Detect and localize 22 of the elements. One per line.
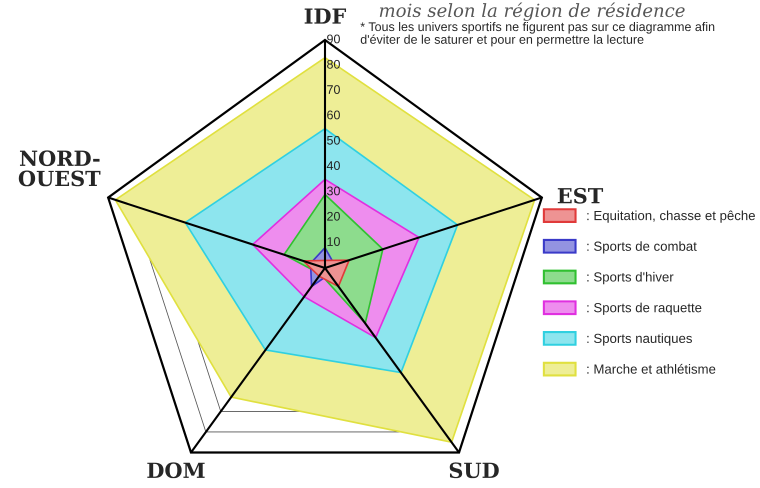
legend-label: : Sports de raquette bbox=[587, 302, 702, 315]
legend-label: : Sports nautiques bbox=[587, 333, 692, 346]
y-tick-label: 70 bbox=[327, 85, 340, 94]
y-tick-label: 40 bbox=[326, 161, 340, 170]
spoke-label: IDF bbox=[304, 8, 346, 24]
text: * Tous les univers sportifs ne figurent pas sur ce diagramme afin d'éviter de le saturer et pour en permettre la lecture bbox=[360, 22, 714, 46]
chart-title: mois selon la région de résidence bbox=[380, 2, 685, 21]
spoke-label: SUD bbox=[450, 462, 499, 478]
y-tick-label: 10 bbox=[327, 237, 340, 246]
legend-label: : Sports d'hiver bbox=[587, 272, 674, 284]
y-tick-label: 50 bbox=[327, 136, 340, 145]
legend-label: : Sports de combat bbox=[587, 241, 697, 254]
y-tick-label: 20 bbox=[327, 212, 340, 221]
y-tick-label: 60 bbox=[327, 110, 340, 120]
y-tick-label: 30 bbox=[326, 186, 340, 196]
legend-label: : Equitation, chasse et pêche bbox=[587, 210, 755, 223]
spoke-label: EST bbox=[558, 188, 604, 204]
y-tick-label: 90 bbox=[327, 34, 340, 44]
spoke-label: NORD- OUEST bbox=[18, 150, 100, 186]
legend-label: : Marche et athlétisme bbox=[587, 364, 716, 374]
y-tick-label: 80 bbox=[327, 60, 340, 69]
spoke-label: DOM bbox=[147, 462, 205, 478]
